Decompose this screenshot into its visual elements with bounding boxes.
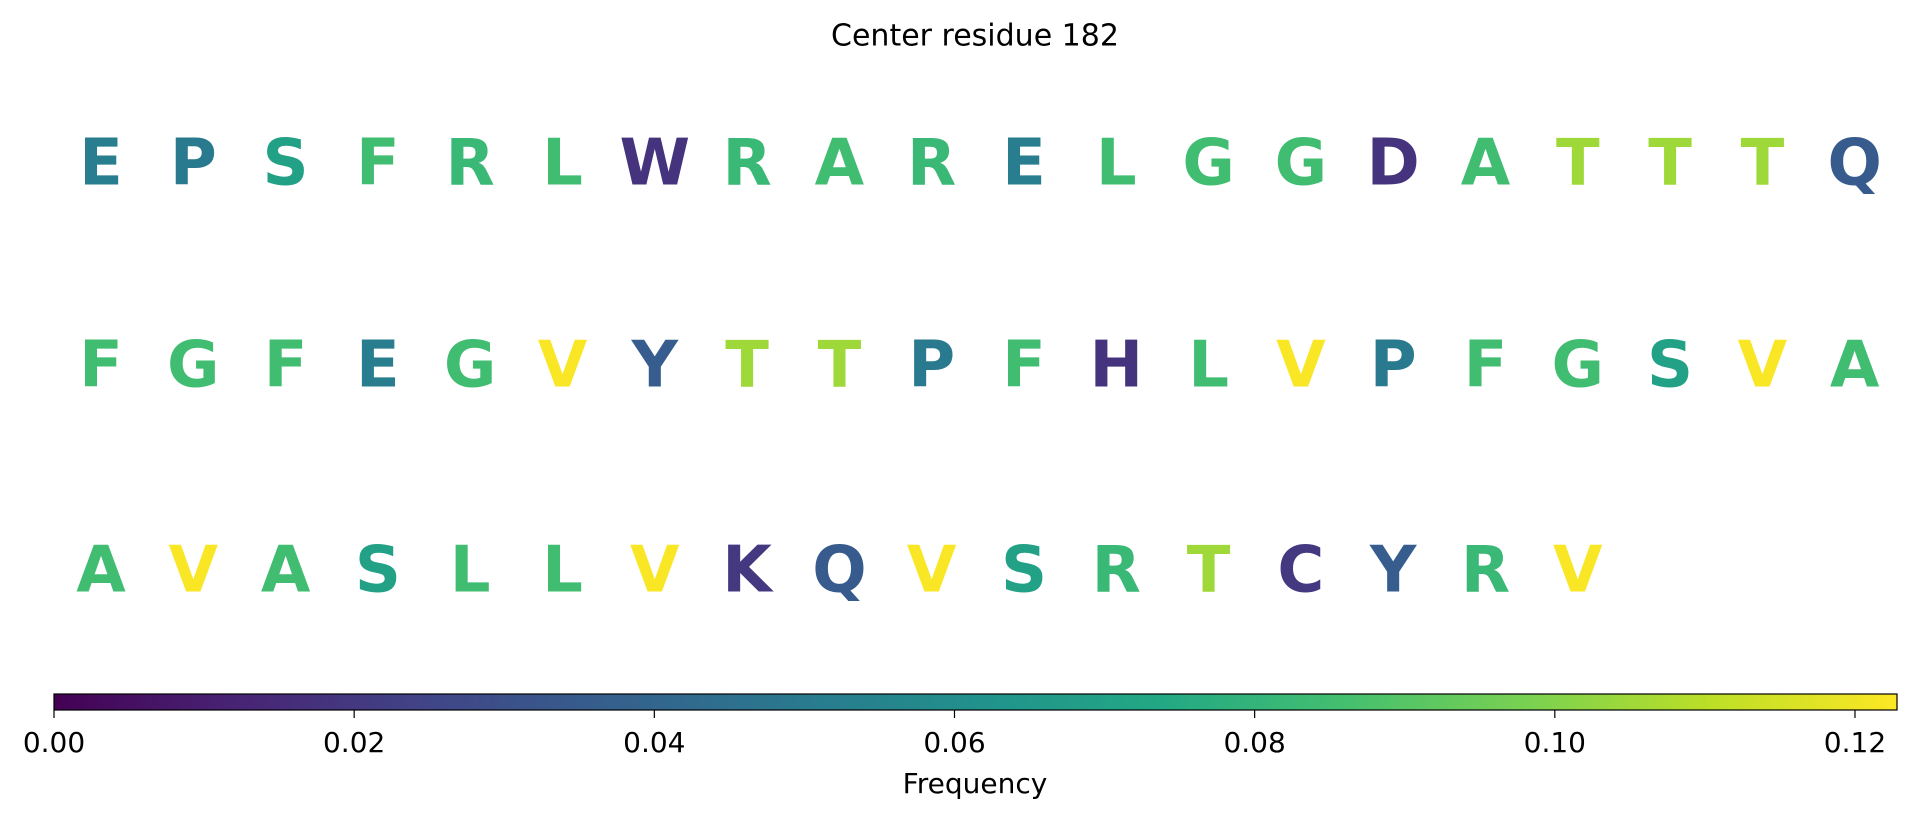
- residue-letter: S: [355, 534, 401, 608]
- tick-label: 0.02: [323, 726, 385, 759]
- residue-letter: R: [446, 127, 495, 201]
- residue-letter: T: [1187, 534, 1231, 608]
- residue-letter: A: [815, 127, 865, 201]
- tick-label: 0.10: [1524, 726, 1586, 759]
- residue-letter: R: [907, 127, 956, 201]
- residue-letter: P: [908, 329, 955, 403]
- tick-label: 0.12: [1824, 726, 1886, 759]
- residue-letter: Y: [1369, 534, 1417, 608]
- residue-letter: T: [1556, 127, 1600, 201]
- residue-letter: Y: [631, 329, 679, 403]
- residue-letter: W: [620, 127, 691, 201]
- residue-letter: S: [263, 127, 309, 201]
- chart-title: Center residue 182: [831, 19, 1119, 54]
- tick-label: 0.00: [23, 726, 85, 759]
- residue-letter: H: [1090, 329, 1144, 403]
- residue-letter: Q: [812, 534, 866, 608]
- residue-letter: R: [722, 127, 771, 201]
- residue-letter: E: [1002, 127, 1046, 201]
- residue-letter: P: [1370, 329, 1417, 403]
- residue-letter: V: [1738, 329, 1788, 403]
- residue-letter: L: [542, 534, 583, 608]
- residue-letter: F: [264, 329, 308, 403]
- residue-letter: Q: [1827, 127, 1881, 201]
- residue-letter: A: [76, 534, 126, 608]
- residue-letter: F: [1464, 329, 1508, 403]
- tick-label: 0.04: [623, 726, 685, 759]
- residue-letter: L: [450, 534, 491, 608]
- residue-letter: E: [79, 127, 123, 201]
- residue-letter: A: [1830, 329, 1880, 403]
- residue-letter: S: [1001, 534, 1047, 608]
- residue-letter: G: [444, 329, 497, 403]
- residue-letter: V: [1553, 534, 1603, 608]
- residue-letter: T: [725, 329, 769, 403]
- residue-letter: G: [1182, 127, 1235, 201]
- residue-letter: K: [722, 534, 774, 608]
- residue-letter: G: [1552, 329, 1605, 403]
- residue-letter: V: [169, 534, 219, 608]
- residue-letter: C: [1277, 534, 1324, 608]
- tick-label: 0.08: [1223, 726, 1285, 759]
- residue-letter: A: [1461, 127, 1511, 201]
- residue-letter: S: [1647, 329, 1693, 403]
- residue-letter: V: [538, 329, 588, 403]
- tick-label: 0.06: [923, 726, 985, 759]
- residue-letter: L: [1188, 329, 1229, 403]
- residue-letter: F: [1002, 329, 1046, 403]
- residue-letter: V: [1276, 329, 1326, 403]
- colorbar: [53, 693, 1898, 711]
- residue-letter: A: [261, 534, 311, 608]
- residue-letter: R: [1461, 534, 1510, 608]
- colorbar-label: Frequency: [903, 767, 1048, 800]
- residue-letter: T: [1741, 127, 1785, 201]
- residue-letter: G: [167, 329, 220, 403]
- residue-letter: G: [1275, 127, 1328, 201]
- residue-letter: F: [356, 127, 400, 201]
- residue-letter: T: [818, 329, 862, 403]
- residue-letter: L: [1096, 127, 1137, 201]
- residue-letter: T: [1648, 127, 1692, 201]
- residue-letter: D: [1367, 127, 1420, 201]
- residue-letter: F: [79, 329, 123, 403]
- residue-letter: V: [907, 534, 957, 608]
- residue-letter: E: [356, 329, 400, 403]
- residue-letter: R: [1092, 534, 1141, 608]
- residue-letter: P: [170, 127, 217, 201]
- residue-letter: L: [542, 127, 583, 201]
- residue-letter: V: [630, 534, 680, 608]
